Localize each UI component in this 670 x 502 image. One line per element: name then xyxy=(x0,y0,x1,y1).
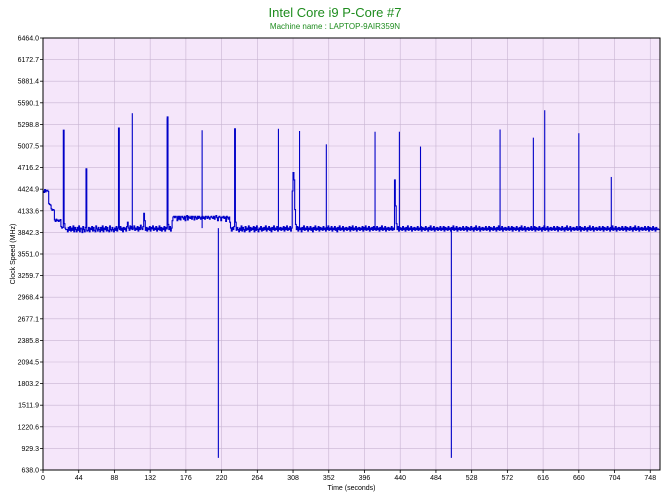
x-tick-label: 528 xyxy=(466,475,478,482)
y-tick-label: 4424.9 xyxy=(18,187,40,194)
x-tick-label: 572 xyxy=(502,475,514,482)
x-tick-label: 264 xyxy=(251,475,263,482)
grid xyxy=(42,37,660,471)
x-tick-label: 660 xyxy=(573,475,585,482)
y-tick-label: 1511.9 xyxy=(18,403,39,410)
x-tick-label: 132 xyxy=(144,475,156,482)
plot-frame xyxy=(42,37,661,471)
x-tick-label: 748 xyxy=(644,475,656,482)
x-tick-label: 704 xyxy=(609,475,621,482)
y-tick-label: 929.3 xyxy=(21,446,39,453)
x-tick-label: 88 xyxy=(111,475,119,482)
x-tick-label: 616 xyxy=(537,475,549,482)
x-tick-label: 484 xyxy=(430,475,442,482)
y-tick-label: 2968.4 xyxy=(18,295,40,302)
x-tick-label: 396 xyxy=(359,475,371,482)
x-tick-label: 0 xyxy=(41,475,45,482)
x-tick-label: 352 xyxy=(323,475,335,482)
y-tick-label: 2094.5 xyxy=(18,360,40,367)
y-tick-label: 1803.2 xyxy=(18,381,40,388)
y-tick-label: 3842.3 xyxy=(18,230,40,237)
x-tick-label: 44 xyxy=(75,475,83,482)
y-tick-label: 4716.2 xyxy=(18,165,40,172)
y-tick-label: 5007.5 xyxy=(18,144,40,151)
y-tick-label: 3551.0 xyxy=(18,252,40,259)
axes: 638.0 929.3 1220.6 1511.9 1803.2 2094.5 2385.8… xyxy=(18,36,657,483)
y-tick-label: 5590.1 xyxy=(18,100,40,107)
y-tick-label: 3259.7 xyxy=(18,273,40,280)
y-axis-label: Clock Speed (MHz) xyxy=(10,224,17,285)
x-tick-label: 176 xyxy=(180,475,192,482)
y-tick-label: 4133.6 xyxy=(18,208,40,215)
y-tick-label: 6464.0 xyxy=(18,36,40,43)
chart-subtitle: Machine name : LAPTOP-9AIR359N xyxy=(270,22,400,31)
x-tick-label: 440 xyxy=(394,475,406,482)
y-tick-label: 638.0 xyxy=(21,468,39,475)
chart-title: Intel Core i9 P-Core #7 xyxy=(269,5,402,20)
x-tick-label: 308 xyxy=(287,475,299,482)
y-tick-label: 2677.1 xyxy=(18,316,40,323)
series-line-0 xyxy=(43,116,660,234)
y-tick-label: 1220.6 xyxy=(18,424,40,431)
x-axis-label: Time (seconds) xyxy=(328,485,376,492)
series-layer xyxy=(43,110,660,458)
y-tick-label: 6172.7 xyxy=(18,57,40,64)
x-tick-label: 220 xyxy=(216,475,228,482)
y-tick-label: 2385.8 xyxy=(18,338,40,345)
y-tick-label: 5298.8 xyxy=(18,122,40,129)
y-tick-label: 5881.4 xyxy=(18,79,40,86)
